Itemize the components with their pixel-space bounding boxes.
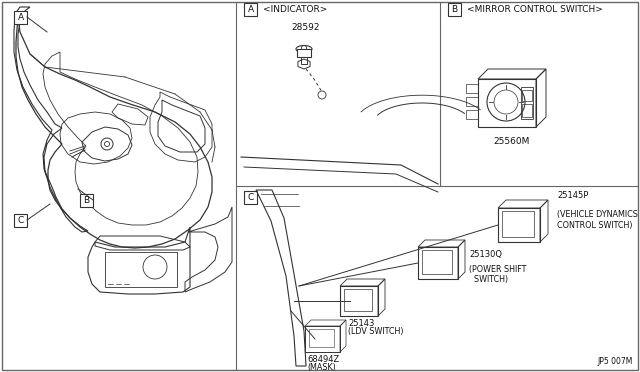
Text: A: A <box>17 13 24 22</box>
Bar <box>466 97 478 106</box>
Bar <box>105 252 177 287</box>
Text: C: C <box>248 193 253 202</box>
Bar <box>418 247 458 279</box>
Text: (POWER SHIFT
  SWITCH): (POWER SHIFT SWITCH) <box>469 265 526 285</box>
Bar <box>466 110 478 119</box>
Bar <box>297 49 311 57</box>
Text: 25145P: 25145P <box>557 191 588 200</box>
Bar <box>14 214 27 227</box>
Bar <box>522 90 532 101</box>
Text: 28592: 28592 <box>292 22 320 32</box>
Bar <box>448 3 461 16</box>
Text: B: B <box>83 196 90 205</box>
Bar <box>244 191 257 204</box>
Bar <box>301 57 307 64</box>
Bar <box>466 84 478 93</box>
Text: <MIRROR CONTROL SWITCH>: <MIRROR CONTROL SWITCH> <box>467 6 603 15</box>
Bar <box>502 211 534 237</box>
Text: 25130Q: 25130Q <box>469 250 502 259</box>
Text: 25560M: 25560M <box>494 137 530 145</box>
Text: 25143: 25143 <box>348 319 374 328</box>
Bar <box>80 194 93 207</box>
Ellipse shape <box>296 45 312 52</box>
Text: C: C <box>17 216 24 225</box>
Bar <box>521 87 533 119</box>
Bar <box>522 104 532 117</box>
Text: <INDICATOR>: <INDICATOR> <box>263 6 328 15</box>
Text: A: A <box>248 5 253 14</box>
Bar <box>344 289 372 311</box>
Text: 68494Z: 68494Z <box>307 355 339 364</box>
Bar <box>14 11 27 24</box>
Bar <box>478 79 536 127</box>
Bar <box>244 3 257 16</box>
Text: JP5 007M: JP5 007M <box>598 357 633 366</box>
Text: (VEHICLE DYNAMICS
CONTROL SWITCH): (VEHICLE DYNAMICS CONTROL SWITCH) <box>557 200 638 230</box>
Text: B: B <box>451 5 458 14</box>
Bar <box>340 286 378 316</box>
Bar <box>309 329 334 347</box>
Bar <box>305 326 340 352</box>
Bar <box>422 250 452 274</box>
Text: (MASK): (MASK) <box>307 363 336 372</box>
Text: (LDV SWITCH): (LDV SWITCH) <box>348 327 403 336</box>
Bar <box>498 208 540 242</box>
